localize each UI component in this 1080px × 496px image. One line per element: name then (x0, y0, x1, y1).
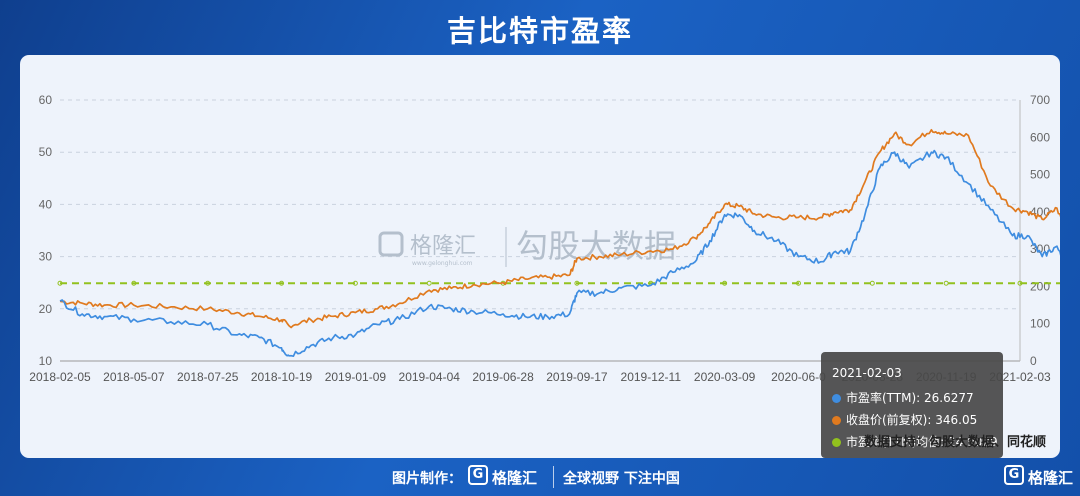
y-right-tick-label: 600 (1030, 130, 1050, 144)
x-tick-label: 2018-05-07 (103, 370, 165, 384)
corner-logo-g-icon: G (1004, 465, 1024, 485)
price-legend-dot (832, 416, 841, 425)
price-line (59, 128, 1060, 329)
x-tick-label: 2019-09-17 (546, 370, 608, 384)
x-tick-label: 2019-06-28 (472, 370, 534, 384)
x-tick-label: 2018-02-05 (29, 370, 91, 384)
avg-marker (1017, 280, 1023, 286)
pe-line (59, 149, 1060, 358)
tooltip-pe-label: 市盈率(TTM): 26.6277 (846, 391, 974, 405)
avg-marker (57, 280, 63, 286)
avg-marker (426, 280, 432, 286)
x-tick-label: 2019-04-04 (399, 370, 461, 384)
avg-marker (352, 280, 358, 286)
corner-logo: G 格隆汇 (1004, 464, 1080, 488)
tooltip-date: 2021-02-03 (832, 366, 902, 380)
x-tick-label: 2018-10-19 (251, 370, 313, 384)
y-right-tick-label: 700 (1030, 93, 1050, 107)
footer-bar: 图片制作： G 格隆汇 全球视野 下注中国 G 格隆汇 (0, 462, 1080, 492)
y-left-tick-label: 30 (39, 250, 53, 264)
logo-g-icon: G (468, 465, 488, 485)
avg-marker (279, 280, 285, 286)
x-tick-label: 2019-01-09 (325, 370, 387, 384)
footer-slogan: 全球视野 下注中国 (563, 471, 680, 487)
footer-logo-text: 格隆汇 (492, 469, 538, 487)
y-left-tick-label: 20 (39, 302, 53, 316)
avg-legend-dot (832, 438, 841, 447)
y-left-tick-label: 60 (39, 93, 53, 107)
corner-logo-text: 格隆汇 (1028, 469, 1074, 487)
x-tick-label: 2020-06-0 (771, 370, 826, 384)
watermark-brand: 格隆汇 (410, 234, 476, 259)
avg-marker (943, 280, 949, 286)
chart-title: 吉比特市盈率 (446, 14, 633, 48)
avg-marker (869, 280, 875, 286)
watermark-logo-icon (378, 231, 404, 257)
chart-tooltip: 2021-02-03 市盈率(TTM): 26.6277 收盘价(前复权): 3… (821, 352, 1003, 458)
x-tick-label: 2019-12-11 (621, 370, 682, 384)
made-by-label: 图片制作： (392, 471, 462, 487)
tooltip-price-label: 收盘价(前复权): 346.05 (846, 413, 978, 427)
avg-marker (574, 280, 580, 286)
y-right-tick-label: 200 (1030, 279, 1050, 293)
y-left-tick-label: 10 (39, 354, 53, 368)
x-tick-label: 2018-07-25 (177, 370, 239, 384)
y-left-tick-label: 50 (39, 145, 53, 159)
y-left-tick-label: 40 (39, 197, 53, 211)
avg-marker (131, 280, 137, 286)
chart-panel: 10 20 30 40 50 60 0 100 200 300 400 500 600 700 2018-0… (20, 55, 1060, 458)
tooltip-row-price: 收盘价(前复权): 346.05 (832, 411, 977, 428)
avg-marker (795, 280, 801, 286)
y-right-tick-label: 500 (1030, 168, 1050, 182)
tooltip-row-avg: 市盈率(TTM)均值: 24.9029 (832, 433, 998, 450)
tooltip-avg-label: 市盈率(TTM)均值: 24.9029 (846, 435, 998, 449)
y-right-tick-label: 100 (1030, 317, 1050, 331)
avg-marker (205, 280, 211, 286)
avg-marker (722, 280, 728, 286)
footer-divider (553, 466, 554, 488)
x-tick-label: 2021-02-03 (989, 370, 1051, 384)
y-right-tick-label: 0 (1030, 354, 1037, 368)
footer-logo: G 格隆汇 (468, 464, 544, 488)
x-tick-label: 2020-03-09 (694, 370, 756, 384)
tooltip-row-pe: 市盈率(TTM): 26.6277 (832, 389, 974, 406)
pe-legend-dot (832, 394, 841, 403)
data-source-note: 数据支持：勾股大数据、同花顺 (863, 435, 1046, 450)
watermark-brand-sub: www.gelonghui.com (412, 260, 473, 267)
